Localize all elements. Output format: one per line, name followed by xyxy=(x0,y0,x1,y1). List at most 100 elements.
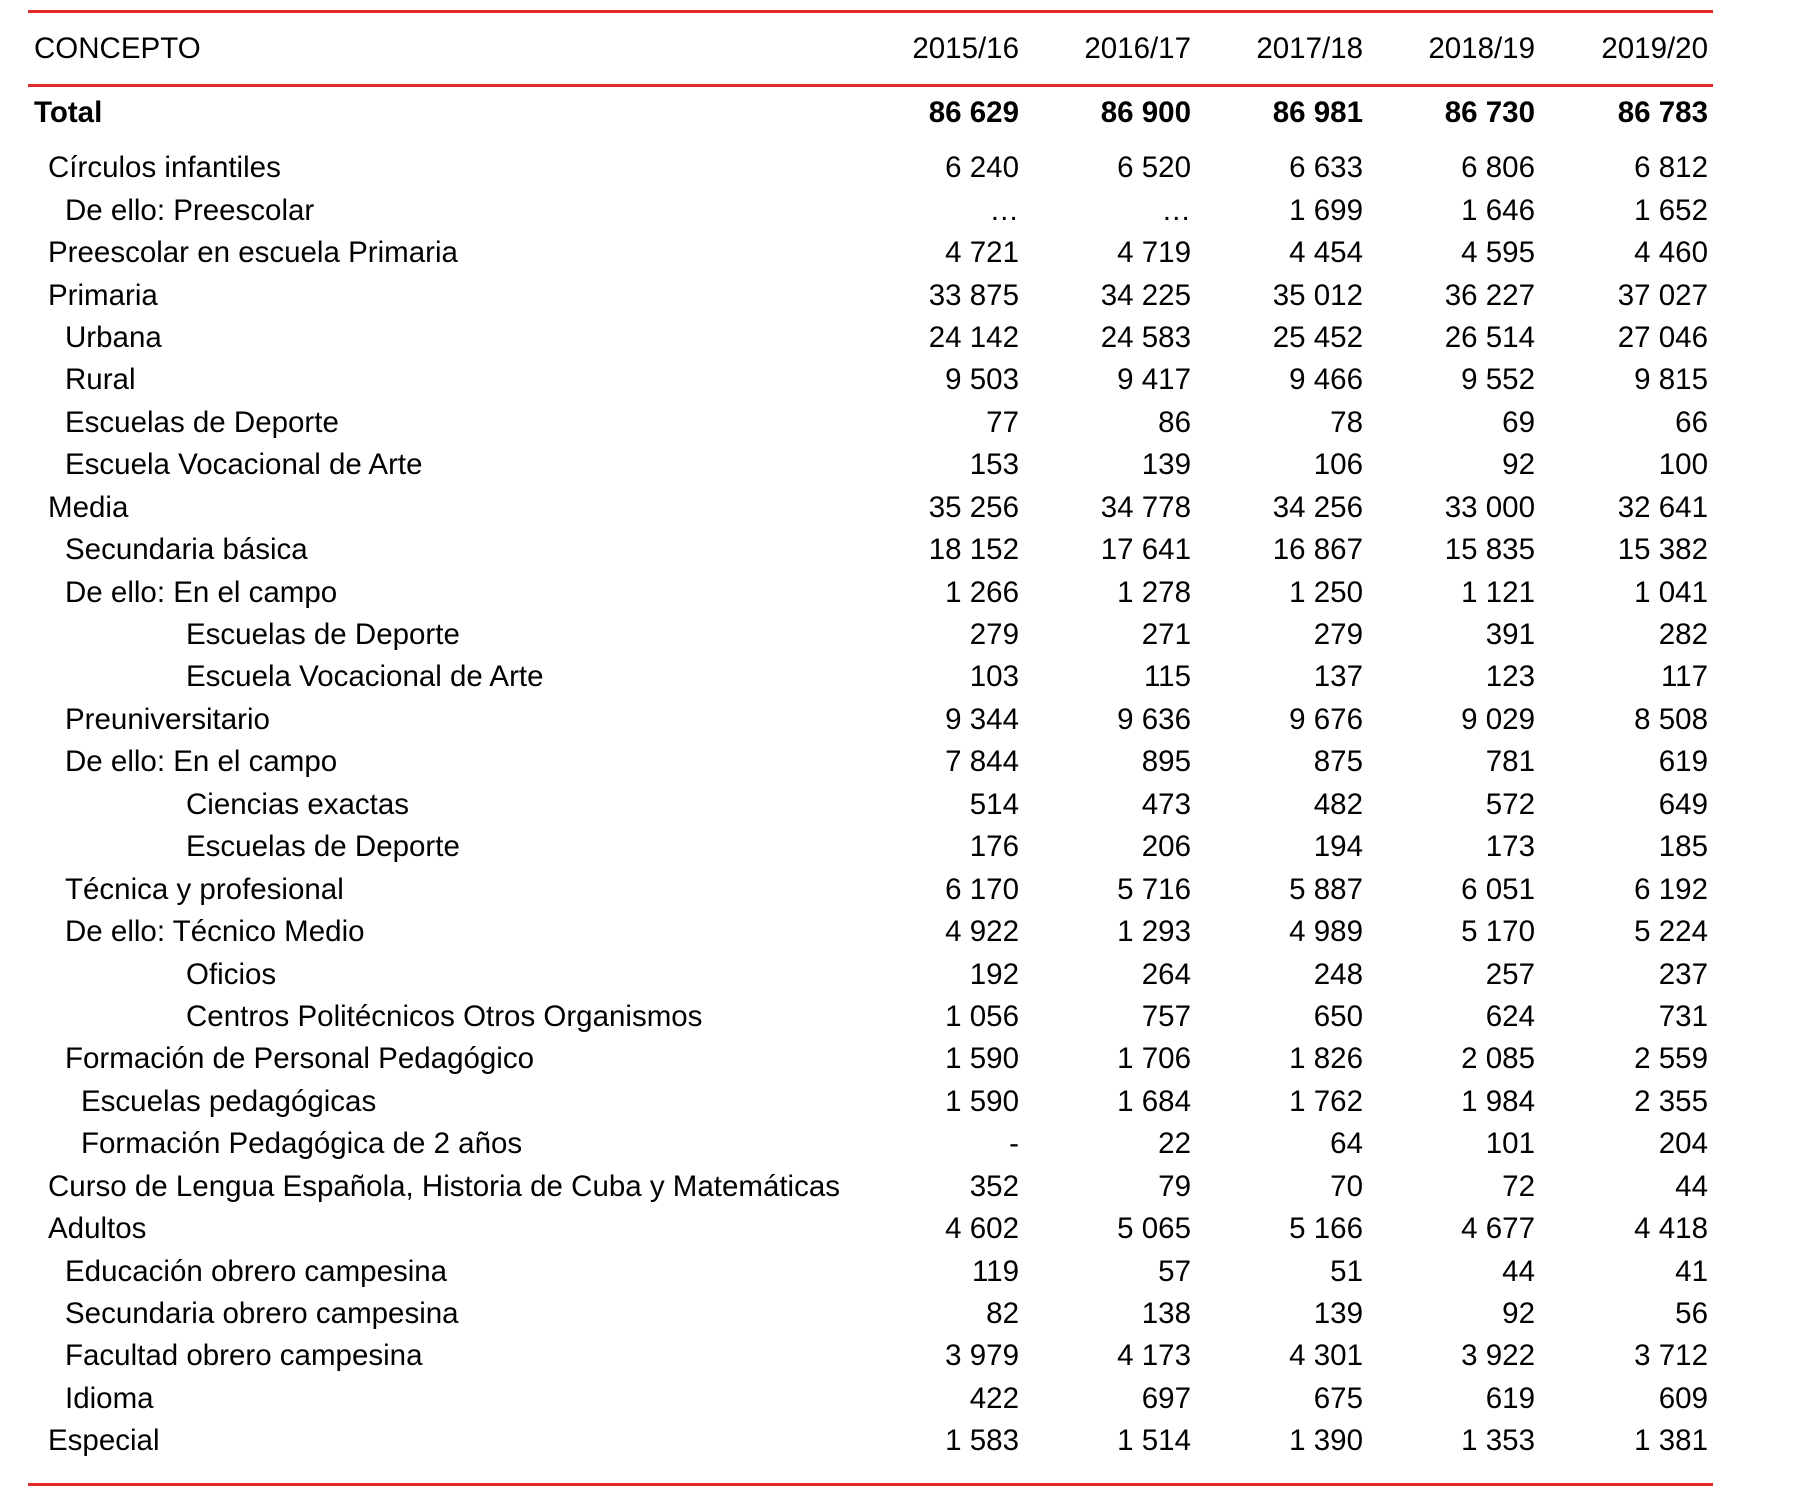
table-row: Círculos infantiles 6 240 6 520 6 633 6 806 6… xyxy=(28,147,1713,189)
statistics-table: CONCEPTO 2015/16 2016/17 2017/18 2018/19… xyxy=(28,13,1713,1463)
table-row: Oficios 192 264 248 257 237 xyxy=(28,953,1713,995)
row-value: 895 xyxy=(1141,745,1191,779)
row-value: 1 278 xyxy=(1117,575,1191,609)
row-label: Urbana xyxy=(65,320,162,354)
row-value: 9 815 xyxy=(1634,363,1708,397)
row-label: Especial xyxy=(48,1424,160,1458)
header-year: 2019/20 xyxy=(1540,13,1713,87)
row-value: 36 227 xyxy=(1444,278,1535,312)
row-value: 1 583 xyxy=(945,1424,1019,1458)
row-value: 5 065 xyxy=(1117,1212,1191,1246)
row-value: 79 xyxy=(1158,1169,1191,1203)
row-value: 86 783 xyxy=(1617,96,1708,129)
row-value: 5 887 xyxy=(1289,872,1363,906)
row-value: 35 012 xyxy=(1272,278,1363,312)
row-value: 6 520 xyxy=(1117,151,1191,185)
row-value: 6 170 xyxy=(945,872,1019,906)
row-value: 237 xyxy=(1658,957,1708,991)
row-value: 82 xyxy=(986,1297,1019,1331)
row-value: 1 353 xyxy=(1461,1424,1535,1458)
row-value: 1 250 xyxy=(1289,575,1363,609)
row-value: 282 xyxy=(1658,618,1708,652)
row-value: 4 301 xyxy=(1289,1339,1363,1373)
row-value: 875 xyxy=(1313,745,1363,779)
row-value: 9 676 xyxy=(1289,702,1363,736)
row-label: Curso de Lengua Española, Historia de Cu… xyxy=(48,1169,841,1203)
table-header: CONCEPTO 2015/16 2016/17 2017/18 2018/19… xyxy=(28,13,1713,87)
row-label: Idioma xyxy=(65,1381,154,1415)
row-value: 1 293 xyxy=(1117,915,1191,949)
row-value: 4 989 xyxy=(1289,915,1363,949)
row-label: Círculos infantiles xyxy=(48,151,281,185)
row-value: 619 xyxy=(1485,1381,1535,1415)
row-value: 17 641 xyxy=(1100,533,1191,567)
row-label: Ciencias exactas xyxy=(186,787,409,821)
table-row: Escuelas de Deporte 279 271 279 391 282 xyxy=(28,614,1713,656)
row-value: 1 762 xyxy=(1289,1084,1363,1118)
row-label: Escuelas de Deporte xyxy=(65,405,339,439)
row-label: Centros Politécnicos Otros Organismos xyxy=(186,999,703,1033)
row-value: 194 xyxy=(1313,830,1363,864)
top-rule xyxy=(28,10,1713,13)
table-row: Primaria 33 875 34 225 35 012 36 227 37 027 xyxy=(28,274,1713,316)
row-value: 4 595 xyxy=(1461,236,1535,270)
row-value: 624 xyxy=(1485,999,1535,1033)
row-value: 77 xyxy=(986,405,1019,439)
row-value: 1 514 xyxy=(1117,1424,1191,1458)
row-value: 15 835 xyxy=(1444,533,1535,567)
row-value: 1 590 xyxy=(945,1084,1019,1118)
row-value: 22 xyxy=(1158,1127,1191,1161)
table-row: De ello: En el campo 7 844 895 875 781 619 xyxy=(28,741,1713,783)
row-value: 57 xyxy=(1158,1254,1191,1288)
row-value: 1 056 xyxy=(945,999,1019,1033)
row-value: 51 xyxy=(1330,1254,1363,1288)
table-row: De ello: Preescolar … … 1 699 1 646 1 652 xyxy=(28,189,1713,231)
row-value: 1 041 xyxy=(1634,575,1708,609)
row-value: 6 192 xyxy=(1634,872,1708,906)
row-value: 572 xyxy=(1485,787,1535,821)
table-row: Ciencias exactas 514 473 482 572 649 xyxy=(28,784,1713,826)
row-value: 697 xyxy=(1141,1381,1191,1415)
row-label: Facultad obrero campesina xyxy=(65,1339,423,1373)
row-value: 18 152 xyxy=(928,533,1019,567)
row-value: 4 677 xyxy=(1461,1212,1535,1246)
header-year: 2018/19 xyxy=(1368,13,1540,87)
row-value: 3 979 xyxy=(945,1339,1019,1373)
row-value: 106 xyxy=(1313,448,1363,482)
row-value: 78 xyxy=(1330,405,1363,439)
row-value: 3 922 xyxy=(1461,1339,1535,1373)
row-value: 33 875 xyxy=(928,278,1019,312)
row-label: De ello: En el campo xyxy=(65,575,338,609)
row-label: De ello: Técnico Medio xyxy=(65,915,365,949)
row-value: 2 085 xyxy=(1461,1042,1535,1076)
row-value: 9 552 xyxy=(1461,363,1535,397)
row-value: 173 xyxy=(1485,830,1535,864)
table-row: Secundaria básica 18 152 17 641 16 867 15 83… xyxy=(28,529,1713,571)
table-row: Escuelas de Deporte 77 86 78 69 66 xyxy=(28,402,1713,444)
table-row: Centros Politécnicos Otros Organismos 1 0… xyxy=(28,996,1713,1038)
row-value: 731 xyxy=(1658,999,1708,1033)
row-value: 473 xyxy=(1141,787,1191,821)
table-row: Urbana 24 142 24 583 25 452 26 514 27 046 xyxy=(28,317,1713,359)
row-label: Escuelas de Deporte xyxy=(186,618,460,652)
row-value: 391 xyxy=(1485,618,1535,652)
row-value: 1 381 xyxy=(1634,1424,1708,1458)
header-year: 2017/18 xyxy=(1196,13,1368,87)
row-label: Secundaria básica xyxy=(65,533,308,567)
row-value: 204 xyxy=(1658,1127,1708,1161)
row-value: 5 166 xyxy=(1289,1212,1363,1246)
table-row: Adultos 4 602 5 065 5 166 4 677 4 418 xyxy=(28,1208,1713,1250)
row-value: 72 xyxy=(1502,1169,1535,1203)
row-value: 6 812 xyxy=(1634,151,1708,185)
row-value: 69 xyxy=(1502,405,1535,439)
row-value: 675 xyxy=(1313,1381,1363,1415)
table-row: Media 35 256 34 778 34 256 33 000 32 641 xyxy=(28,487,1713,529)
row-value: 1 266 xyxy=(945,575,1019,609)
row-value: 9 466 xyxy=(1289,363,1363,397)
row-value: 781 xyxy=(1485,745,1535,779)
row-value: 5 170 xyxy=(1461,915,1535,949)
row-label: Técnica y profesional xyxy=(65,872,344,906)
table-row: Educación obrero campesina 119 57 51 44 41 xyxy=(28,1250,1713,1292)
row-value: 66 xyxy=(1675,405,1708,439)
row-label: Educación obrero campesina xyxy=(65,1254,448,1288)
